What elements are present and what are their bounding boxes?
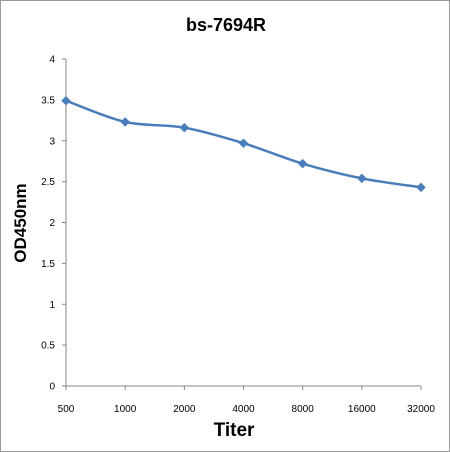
data-point <box>297 158 308 169</box>
x-tick-label: 32000 <box>407 404 435 415</box>
x-tick-label: 16000 <box>348 404 376 415</box>
y-tick-label: 0.5 <box>41 341 55 352</box>
data-point <box>238 138 249 149</box>
y-tick-label: 1.5 <box>41 259 55 270</box>
x-tick-label: 8000 <box>292 404 315 415</box>
x-tick-label: 4000 <box>232 404 255 415</box>
data-point <box>61 95 71 106</box>
x-tick-label: 1000 <box>114 404 137 415</box>
data-point <box>416 182 426 193</box>
y-tick-label: 4 <box>49 55 55 66</box>
y-axis: 0 0.5 1 1.5 2 2.5 3 3.5 4 <box>41 55 67 393</box>
x-tick-label: 2000 <box>173 404 196 415</box>
data-point <box>356 173 367 184</box>
y-axis-label: OD450nm <box>11 183 30 262</box>
data-point <box>179 122 190 133</box>
data-point <box>120 117 131 127</box>
y-tick-label: 0 <box>49 382 55 393</box>
x-tick-label: 500 <box>58 404 75 415</box>
data-series <box>61 95 426 193</box>
y-tick-label: 3 <box>49 136 55 147</box>
y-tick-label: 1 <box>49 300 55 311</box>
y-tick-label: 3.5 <box>41 95 55 106</box>
x-axis-label: Titer <box>214 420 255 441</box>
y-tick-label: 2 <box>49 218 55 229</box>
chart-title: bs-7694R <box>186 15 266 35</box>
y-tick-label: 2.5 <box>41 177 55 188</box>
x-axis: 500 1000 2000 4000 8000 16000 32000 <box>58 385 435 415</box>
